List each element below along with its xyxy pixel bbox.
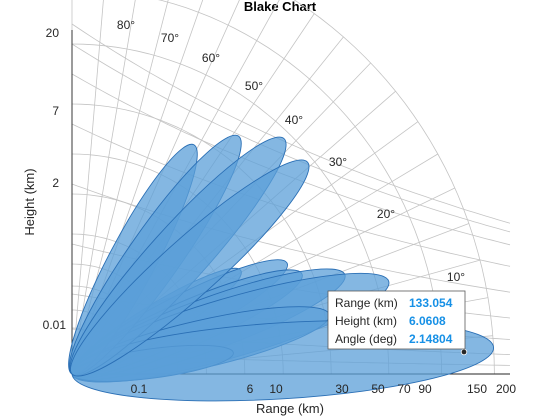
y-tick-label: 0.01 <box>43 318 67 332</box>
angle-label: 30° <box>329 155 347 169</box>
y-tick-label: 20 <box>46 26 60 40</box>
datatip[interactable]: Range (km) 133.054 Height (km) 6.0608 An… <box>327 290 468 356</box>
angle-label: 20° <box>377 207 395 221</box>
x-tick-label: 10 <box>269 382 283 396</box>
angle-label: 50° <box>245 79 263 93</box>
angle-label: 80° <box>117 18 135 32</box>
x-tick-label: 50 <box>371 382 385 396</box>
datatip-height-value: 6.0608 <box>409 314 446 328</box>
angle-label: 10° <box>447 270 465 284</box>
x-tick-label: 70 <box>397 382 411 396</box>
angle-label: 70° <box>161 31 179 45</box>
y-tick-label: 2 <box>52 176 59 190</box>
datatip-height-label: Height (km) <box>335 314 397 328</box>
x-axis-label: Range (km) <box>256 401 324 416</box>
datatip-range-value: 133.054 <box>409 296 453 310</box>
chart-title: Blake Chart <box>244 0 317 14</box>
x-tick-label: 90 <box>418 382 432 396</box>
datatip-box <box>327 290 466 350</box>
angle-label: 40° <box>285 113 303 127</box>
height-curve <box>71 123 511 267</box>
datatip-angle-value: 2.14804 <box>409 332 453 346</box>
height-curve <box>71 23 511 224</box>
datatip-marker[interactable] <box>460 348 468 356</box>
lobe-series <box>68 134 495 402</box>
y-axis-label: Height (km) <box>22 168 37 235</box>
angle-ray <box>71 0 104 375</box>
datatip-range-label: Range (km) <box>335 296 398 310</box>
x-tick-label: 200 <box>496 382 516 396</box>
x-tick-label: 150 <box>467 382 487 396</box>
angle-label: 60° <box>202 51 220 65</box>
lobe <box>70 159 310 377</box>
x-tick-label: 6 <box>247 382 254 396</box>
datatip-angle-label: Angle (deg) <box>335 332 397 346</box>
height-curve <box>71 43 511 233</box>
x-tick-label: 30 <box>335 382 349 396</box>
x-tick-label: 0.1 <box>131 382 148 396</box>
angle-ray <box>71 0 136 375</box>
y-tick-label: 7 <box>52 104 59 118</box>
